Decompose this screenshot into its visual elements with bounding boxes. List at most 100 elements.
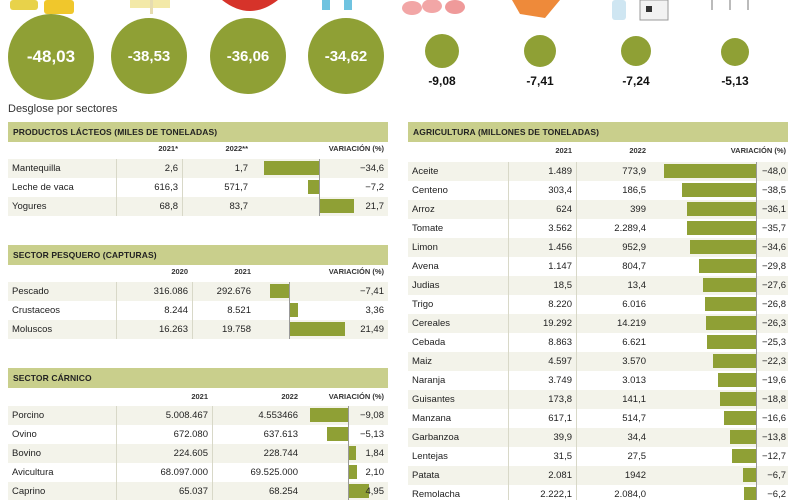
zero-axis <box>289 282 291 339</box>
value-a: 65.037 <box>178 486 208 497</box>
column-divider <box>508 466 509 485</box>
table-row: Limon 1.456 952,9 −34,6 <box>408 238 788 257</box>
value-a: 8.220 <box>548 299 572 310</box>
value-a: 616,3 <box>154 182 178 193</box>
bubble-5 <box>425 34 459 68</box>
value-b: 2.084,0 <box>614 489 646 500</box>
row-label: Maiz <box>412 356 433 367</box>
milk-bottle-icon <box>612 0 669 21</box>
variation-bar <box>307 180 320 194</box>
variation-value: −13,8 <box>761 432 786 443</box>
row-label: Cebada <box>412 337 446 348</box>
value-a: 617,1 <box>548 413 572 424</box>
value-b: 13,4 <box>627 280 647 291</box>
column-divider <box>192 301 193 320</box>
value-a: 31,5 <box>553 451 573 462</box>
bubble-8 <box>721 38 749 66</box>
table-title: PRODUCTOS LÁCTEOS (MILES DE TONELADAS) <box>8 122 388 142</box>
variation-bar <box>718 373 756 387</box>
value-b: 27,5 <box>627 451 647 462</box>
value-a: 19.292 <box>542 318 572 329</box>
variation-value: −5,13 <box>359 429 384 440</box>
variation-value: −27,6 <box>761 280 786 291</box>
value-b: 83,7 <box>229 201 249 212</box>
value-a: 2.081 <box>548 470 572 481</box>
row-label: Avicultura <box>12 467 54 478</box>
variation-value: 4,95 <box>365 486 385 497</box>
row-label: Limon <box>412 242 438 253</box>
row-label: Porcino <box>12 410 45 421</box>
variation-bar <box>689 240 756 254</box>
column-divider <box>116 320 117 339</box>
column-header-variation: VARIACIÓN (%) <box>328 267 384 276</box>
column-divider <box>576 257 577 276</box>
pigs-icon <box>402 0 465 15</box>
milk-carton-icon <box>322 0 352 10</box>
variation-bar <box>348 446 356 460</box>
column-divider <box>116 463 117 482</box>
value-a: 3.562 <box>548 223 572 234</box>
column-divider <box>576 409 577 428</box>
breakdown-label: Desglose por sectores <box>8 103 118 115</box>
variation-value: −34,6 <box>761 242 786 253</box>
zero-axis <box>756 162 757 500</box>
value-b: 3.570 <box>622 356 646 367</box>
column-divider <box>576 447 577 466</box>
variation-value: 2,10 <box>365 467 385 478</box>
bubble-4: -34,62 <box>308 18 384 94</box>
column-divider <box>576 295 577 314</box>
value-a: 2.222,1 <box>540 489 572 500</box>
variation-bar <box>704 297 756 311</box>
row-label: Patata <box>412 470 440 481</box>
row-label: Pescado <box>12 286 49 297</box>
column-divider <box>508 485 509 500</box>
table-row: Porcino 5.008.467 4.553466 −9,08 <box>8 406 388 425</box>
value-b: 952,9 <box>622 242 646 253</box>
row-label: Yogures <box>12 201 47 212</box>
value-b: 1942 <box>624 470 646 481</box>
column-divider <box>508 181 509 200</box>
value-b: 2.289,4 <box>614 223 646 234</box>
column-divider <box>508 352 509 371</box>
cheese-icon <box>130 0 170 14</box>
sheep-icon <box>711 0 749 10</box>
variation-value: −36,1 <box>761 204 786 215</box>
row-label: Remolacha <box>412 489 461 500</box>
row-label: Avena <box>412 261 439 272</box>
variation-value: −26,8 <box>761 299 786 310</box>
row-label: Centeno <box>412 185 448 196</box>
variation-bar <box>713 354 756 368</box>
table-row: Judias 18,5 13,4 −27,6 <box>408 276 788 295</box>
column-divider <box>508 200 509 219</box>
column-divider <box>508 409 509 428</box>
variation-bar <box>663 164 756 178</box>
zero-axis <box>348 406 350 500</box>
value-a: 303,4 <box>548 185 572 196</box>
value-b: 773,9 <box>622 166 646 177</box>
variation-bar <box>707 335 756 349</box>
variation-bar <box>698 259 756 273</box>
column-divider <box>508 219 509 238</box>
table-row: Patata 2.081 1942 −6,7 <box>408 466 788 485</box>
column-divider <box>508 428 509 447</box>
column-divider <box>508 333 509 352</box>
bubble-value: -36,06 <box>226 47 270 65</box>
column-header-a: 2020 <box>171 267 188 276</box>
variation-value: −48,0 <box>761 166 786 177</box>
value-b: 34,4 <box>627 432 647 443</box>
variation-value: −35,7 <box>761 223 786 234</box>
value-a: 16.263 <box>158 324 188 335</box>
variation-bar <box>744 487 756 500</box>
table-row: Leche de vaca 616,3 571,7 −7,2 <box>8 178 388 197</box>
value-a: 8.863 <box>548 337 572 348</box>
row-label: Aceite <box>412 166 439 177</box>
variation-value: −16,6 <box>761 413 786 424</box>
row-label: Manzana <box>412 413 452 424</box>
row-label: Naranja <box>412 375 446 386</box>
table-row: Guisantes 173,8 141,1 −18,8 <box>408 390 788 409</box>
value-b: 571,7 <box>224 182 248 193</box>
value-b: 4.553466 <box>258 410 298 421</box>
table-row: Bovino 224.605 228.744 1,84 <box>8 444 388 463</box>
table-row: Remolacha 2.222,1 2.084,0 −6,2 <box>408 485 788 500</box>
table-row: Moluscos 16.263 19.758 21,49 <box>8 320 388 339</box>
